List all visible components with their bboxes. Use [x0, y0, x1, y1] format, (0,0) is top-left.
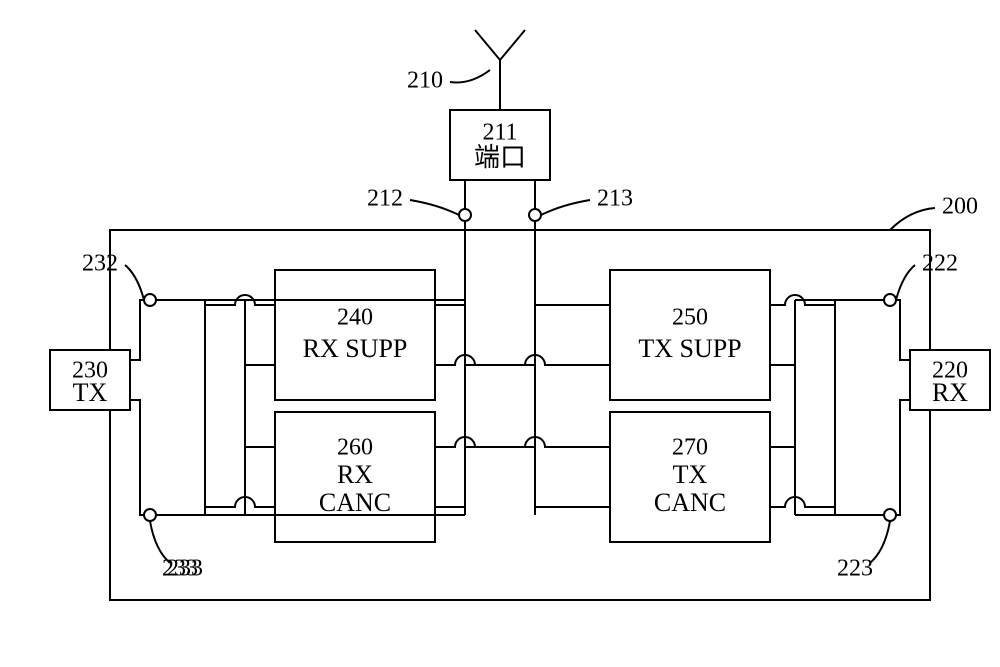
block-diagram: 210211端口200230TX220RX240RX SUPP250TX SUP… — [20, 20, 1000, 647]
tx-canc-block-l1: TX — [673, 460, 708, 489]
leader-210 — [450, 70, 490, 83]
ref-232: 232 — [82, 251, 118, 277]
leader-213 — [541, 200, 590, 215]
ref-223: 223 — [837, 556, 873, 582]
node-213 — [529, 209, 541, 221]
node-232 — [144, 294, 156, 306]
ref-250: 250 — [672, 305, 708, 331]
ref-210: 210 — [407, 68, 443, 94]
ref-240: 240 — [337, 305, 373, 331]
ref-270: 270 — [672, 435, 708, 461]
node-223 — [884, 509, 896, 521]
ref-222: 222 — [922, 251, 958, 277]
ref-211: 211 — [482, 120, 517, 146]
node-222 — [884, 294, 896, 306]
ref-213: 213 — [597, 186, 633, 212]
port-label: 端口 — [474, 143, 526, 172]
main-enclosure — [110, 230, 930, 600]
rx-label: RX — [932, 378, 968, 407]
tx-supp-label: TX SUPP — [638, 334, 741, 363]
rx-supp-label: RX SUPP — [303, 334, 408, 363]
antenna-icon — [475, 30, 525, 60]
ref-212: 212 — [367, 186, 403, 212]
leader-212 — [410, 200, 459, 215]
tx-canc-block-l2: CANC — [654, 488, 726, 517]
ref-233b: 233 — [167, 556, 203, 582]
leader-200 — [890, 208, 935, 230]
rx-canc-block-l1: RX — [337, 460, 373, 489]
node-212 — [459, 209, 471, 221]
tx-label: TX — [73, 378, 108, 407]
node-233 — [144, 509, 156, 521]
rx-canc-block-l2: CANC — [319, 488, 391, 517]
ref-260: 260 — [337, 435, 373, 461]
ref-200: 200 — [942, 194, 978, 220]
